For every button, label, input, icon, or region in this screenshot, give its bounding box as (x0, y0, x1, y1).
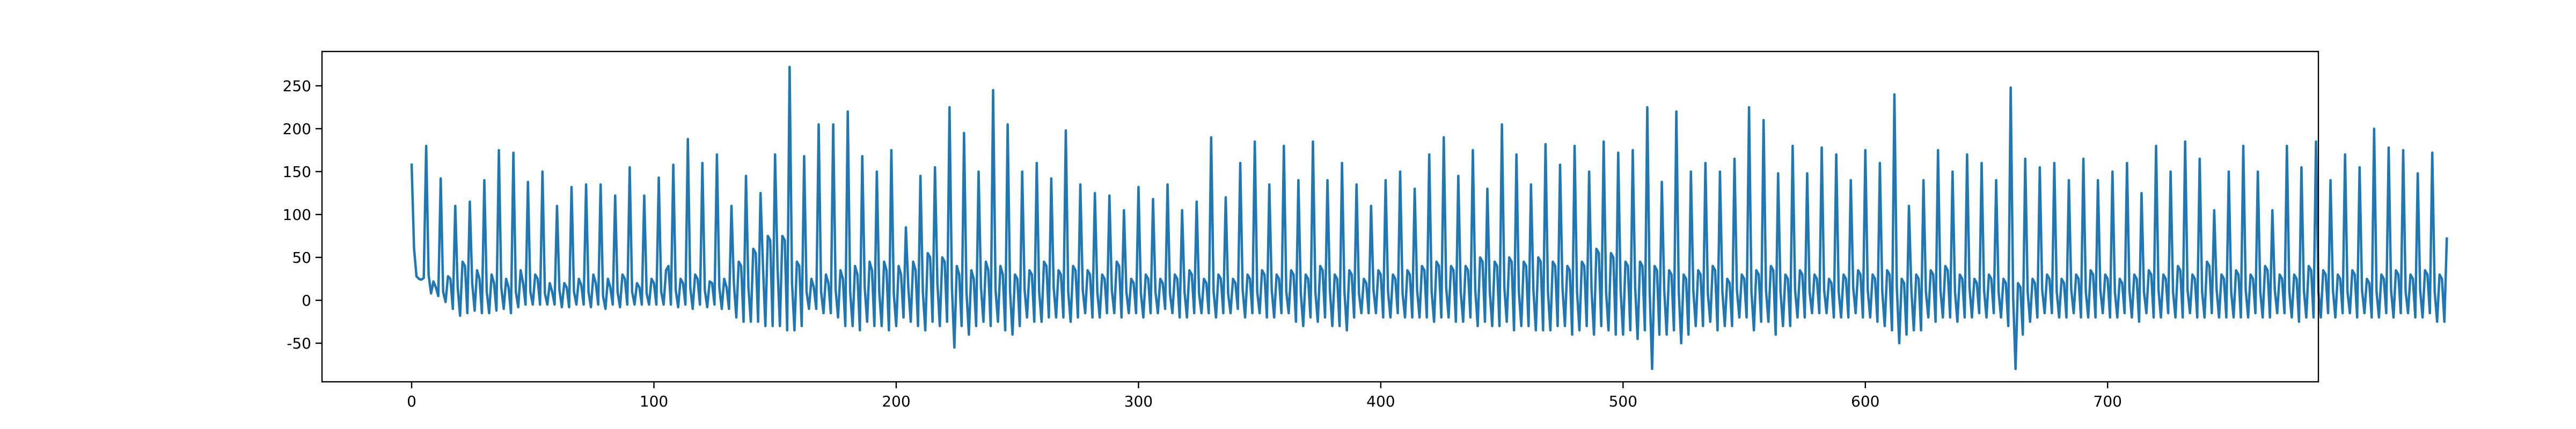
x-tick-label: 0 (407, 393, 416, 410)
x-tick-label: 400 (1366, 393, 1395, 410)
x-axis: 0 100 200 300 400 500 600 700 (407, 382, 2122, 410)
x-tick-label: 100 (640, 393, 668, 410)
y-tick-label: 50 (292, 249, 311, 267)
plot-area (410, 65, 2448, 371)
y-tick-label: 100 (283, 206, 311, 224)
y-tick-label: 150 (283, 163, 311, 181)
axes-frame (321, 50, 2319, 383)
x-tick-label: 300 (1124, 393, 1153, 410)
series-line (410, 65, 2448, 371)
x-tick-label: 600 (1851, 393, 1879, 410)
y-tick-label: -50 (287, 335, 311, 352)
x-tick-label: 200 (882, 393, 910, 410)
x-tick-label: 500 (1609, 393, 1637, 410)
x-tick-label: 700 (2094, 393, 2122, 410)
y-axis: -50 0 50 100 150 200 250 (283, 77, 322, 352)
y-tick-label: 250 (283, 77, 311, 95)
y-tick-label: 200 (283, 120, 311, 138)
y-tick-label: 0 (302, 292, 311, 309)
